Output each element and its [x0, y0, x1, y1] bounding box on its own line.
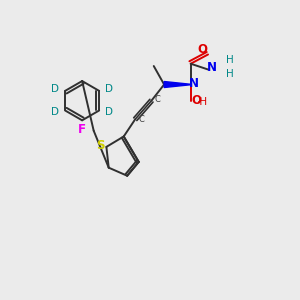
Text: N: N	[206, 61, 217, 74]
Text: H: H	[226, 69, 233, 79]
Text: D: D	[105, 107, 113, 117]
Text: D: D	[51, 84, 59, 94]
Text: C: C	[155, 95, 161, 104]
Text: O: O	[192, 94, 202, 107]
Text: H: H	[226, 55, 233, 65]
Text: D: D	[105, 84, 113, 94]
Text: F: F	[78, 123, 86, 136]
Text: O: O	[197, 44, 207, 56]
Text: D: D	[51, 107, 59, 117]
Text: ·H: ·H	[197, 97, 208, 107]
Text: C: C	[139, 115, 145, 124]
Polygon shape	[164, 82, 191, 88]
Text: S: S	[96, 139, 104, 152]
Text: N: N	[189, 76, 199, 90]
